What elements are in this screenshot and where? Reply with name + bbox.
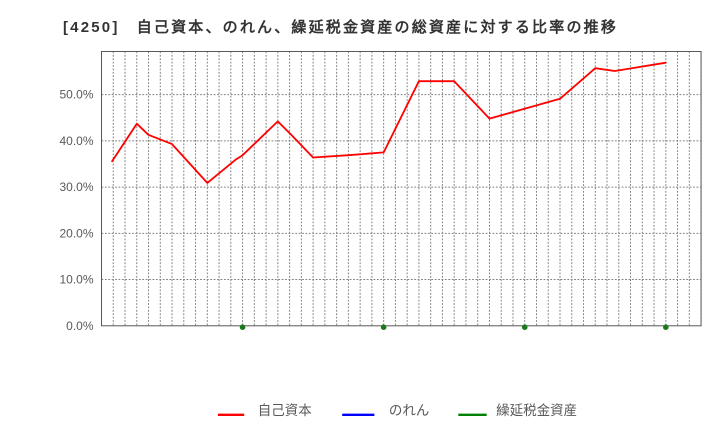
- svg-text:10.0%: 10.0%: [59, 273, 93, 287]
- svg-text:40.0%: 40.0%: [59, 134, 93, 148]
- svg-text:50.0%: 50.0%: [59, 88, 93, 102]
- svg-text:20.0%: 20.0%: [59, 226, 93, 240]
- svg-text:のれん: のれん: [389, 403, 430, 418]
- svg-text:30.0%: 30.0%: [59, 180, 93, 194]
- svg-text:自己資本: 自己資本: [258, 403, 312, 418]
- svg-text:繰延税金資産: 繰延税金資産: [496, 403, 577, 418]
- svg-text:0.0%: 0.0%: [66, 319, 94, 333]
